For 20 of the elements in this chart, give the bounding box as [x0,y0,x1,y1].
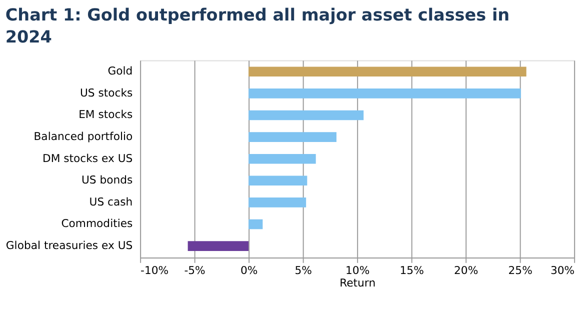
x-tick-label: 5% [294,264,312,277]
x-tick-label: 10% [346,264,370,277]
x-tick-label: 20% [454,264,478,277]
x-tick-label: 30% [550,264,575,277]
y-tick-label: US bonds [81,174,134,187]
y-tick-label: US stocks [80,86,134,100]
chart-title: Chart 1: Gold outperformed all major asset classes in 2024 [5,4,510,46]
x-axis-title: Return [340,276,376,290]
y-tick-label: EM stocks [78,108,134,122]
y-tick-label: Gold [108,64,133,78]
y-tick-label: Balanced portfolio [34,130,134,144]
y-tick-label: DM stocks ex US [42,152,133,165]
y-tick-label: Commodities [61,217,134,230]
x-tick-label: -5% [184,264,206,277]
x-tick-label: 25% [508,264,532,277]
x-tick-label: 15% [400,264,424,277]
y-tick-label: US cash [89,195,133,208]
x-tick-label: 0% [240,264,258,277]
x-tick-label: -10% [140,264,169,277]
y-tick-label: Global treasuries ex US [6,239,133,252]
